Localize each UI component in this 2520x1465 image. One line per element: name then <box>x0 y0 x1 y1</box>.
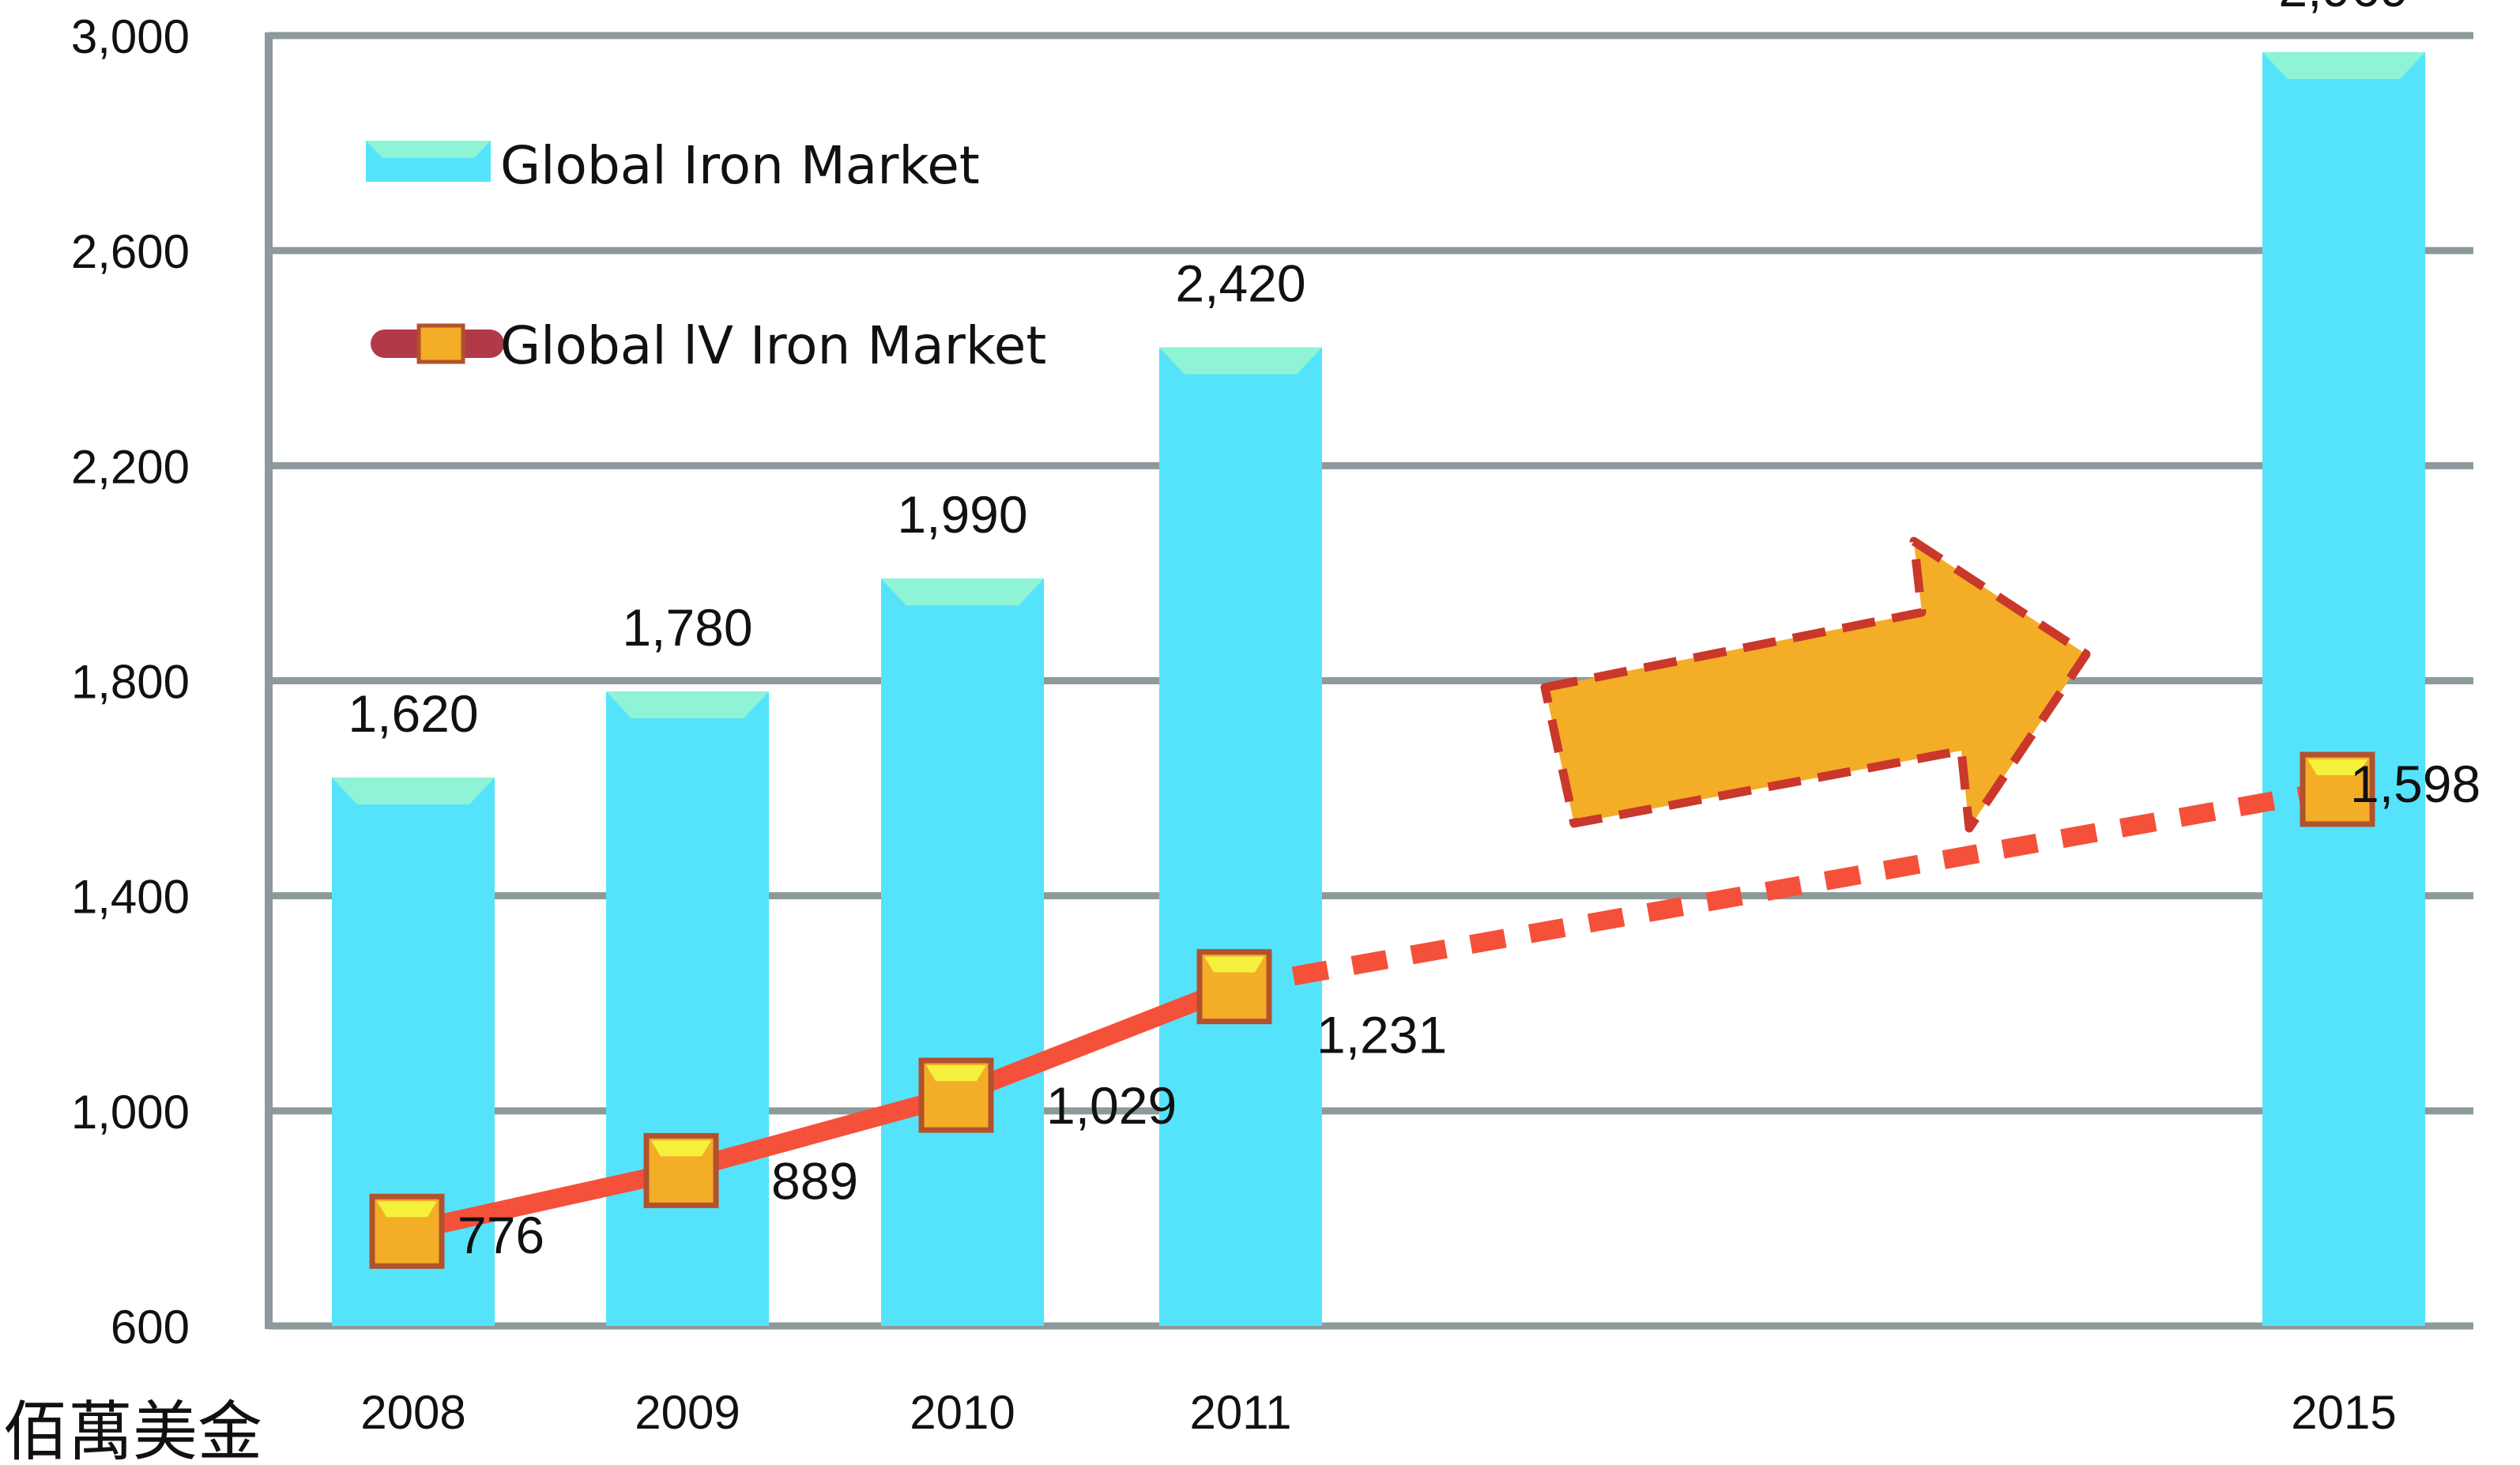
legend-bar-swatch-cap <box>366 141 491 158</box>
y-tick-label: 2,600 <box>71 225 190 278</box>
axes: 600 1,000 1,400 1,800 2,200 2,600 3,000 2008 200… <box>71 10 2397 1439</box>
y-tick-label: 3,000 <box>71 10 190 63</box>
bar-value-label: 2,420 <box>1175 254 1305 313</box>
x-tick-label: 2008 <box>360 1386 465 1439</box>
y-tick-label: 600 <box>111 1301 190 1354</box>
line-value-label: 889 <box>771 1151 858 1210</box>
bar-cap <box>2262 52 2425 80</box>
y-tick-label: 2,200 <box>71 440 190 493</box>
marker-highlight <box>926 1065 986 1082</box>
line-projection <box>1232 780 2340 996</box>
bar-cap <box>881 578 1044 606</box>
bar-cap <box>332 777 495 804</box>
marker-highlight <box>1204 956 1264 973</box>
y-tick-label: 1,400 <box>71 871 190 924</box>
marker-highlight <box>651 1140 711 1157</box>
x-tick-label: 2009 <box>635 1386 740 1439</box>
bar-value-label: 1,990 <box>897 485 1027 544</box>
y-tick-label: 1,000 <box>71 1086 190 1139</box>
trend-arrow-shape <box>1540 537 2091 833</box>
x-tick-label: 2015 <box>2291 1386 2396 1439</box>
line-value-label: 1,598 <box>2350 755 2480 813</box>
grid-lines <box>269 32 2473 1330</box>
legend-label: Global Iron Market <box>500 135 980 196</box>
legend-label: Global lV Iron Market <box>500 315 1046 376</box>
bar <box>1159 347 1322 1327</box>
bar-value-label: 1,780 <box>622 598 752 657</box>
bar <box>606 691 769 1326</box>
trend-arrow <box>1540 537 2091 833</box>
bar-value-label: 1,620 <box>348 684 478 743</box>
line-value-label: 1,231 <box>1317 1006 1447 1064</box>
legend: Global Iron Market Global lV Iron Market <box>366 135 1046 376</box>
y-axis-unit-label: 佰萬美金 <box>3 1395 262 1465</box>
bar-value-label: 2,969 <box>2278 0 2409 17</box>
bar-cap <box>606 691 769 719</box>
legend-marker-swatch <box>416 323 465 364</box>
x-tick-label: 2011 <box>1189 1386 1291 1439</box>
line-path <box>405 977 1238 1241</box>
bar <box>2262 52 2425 1327</box>
bar-series: 1,620 1,780 1,990 2,420 2,969 <box>332 0 2425 1327</box>
line-value-label: 776 <box>458 1206 544 1264</box>
bar <box>881 578 1044 1326</box>
marker-highlight <box>377 1201 437 1218</box>
x-tick-label: 2010 <box>910 1386 1015 1439</box>
marker-highlight <box>2307 759 2367 775</box>
bar-cap <box>1159 347 1322 375</box>
y-tick-label: 1,800 <box>71 656 190 709</box>
line-series: 776 889 1,029 1,231 1,598 <box>369 751 2480 1269</box>
line-value-label: 1,029 <box>1046 1076 1177 1135</box>
